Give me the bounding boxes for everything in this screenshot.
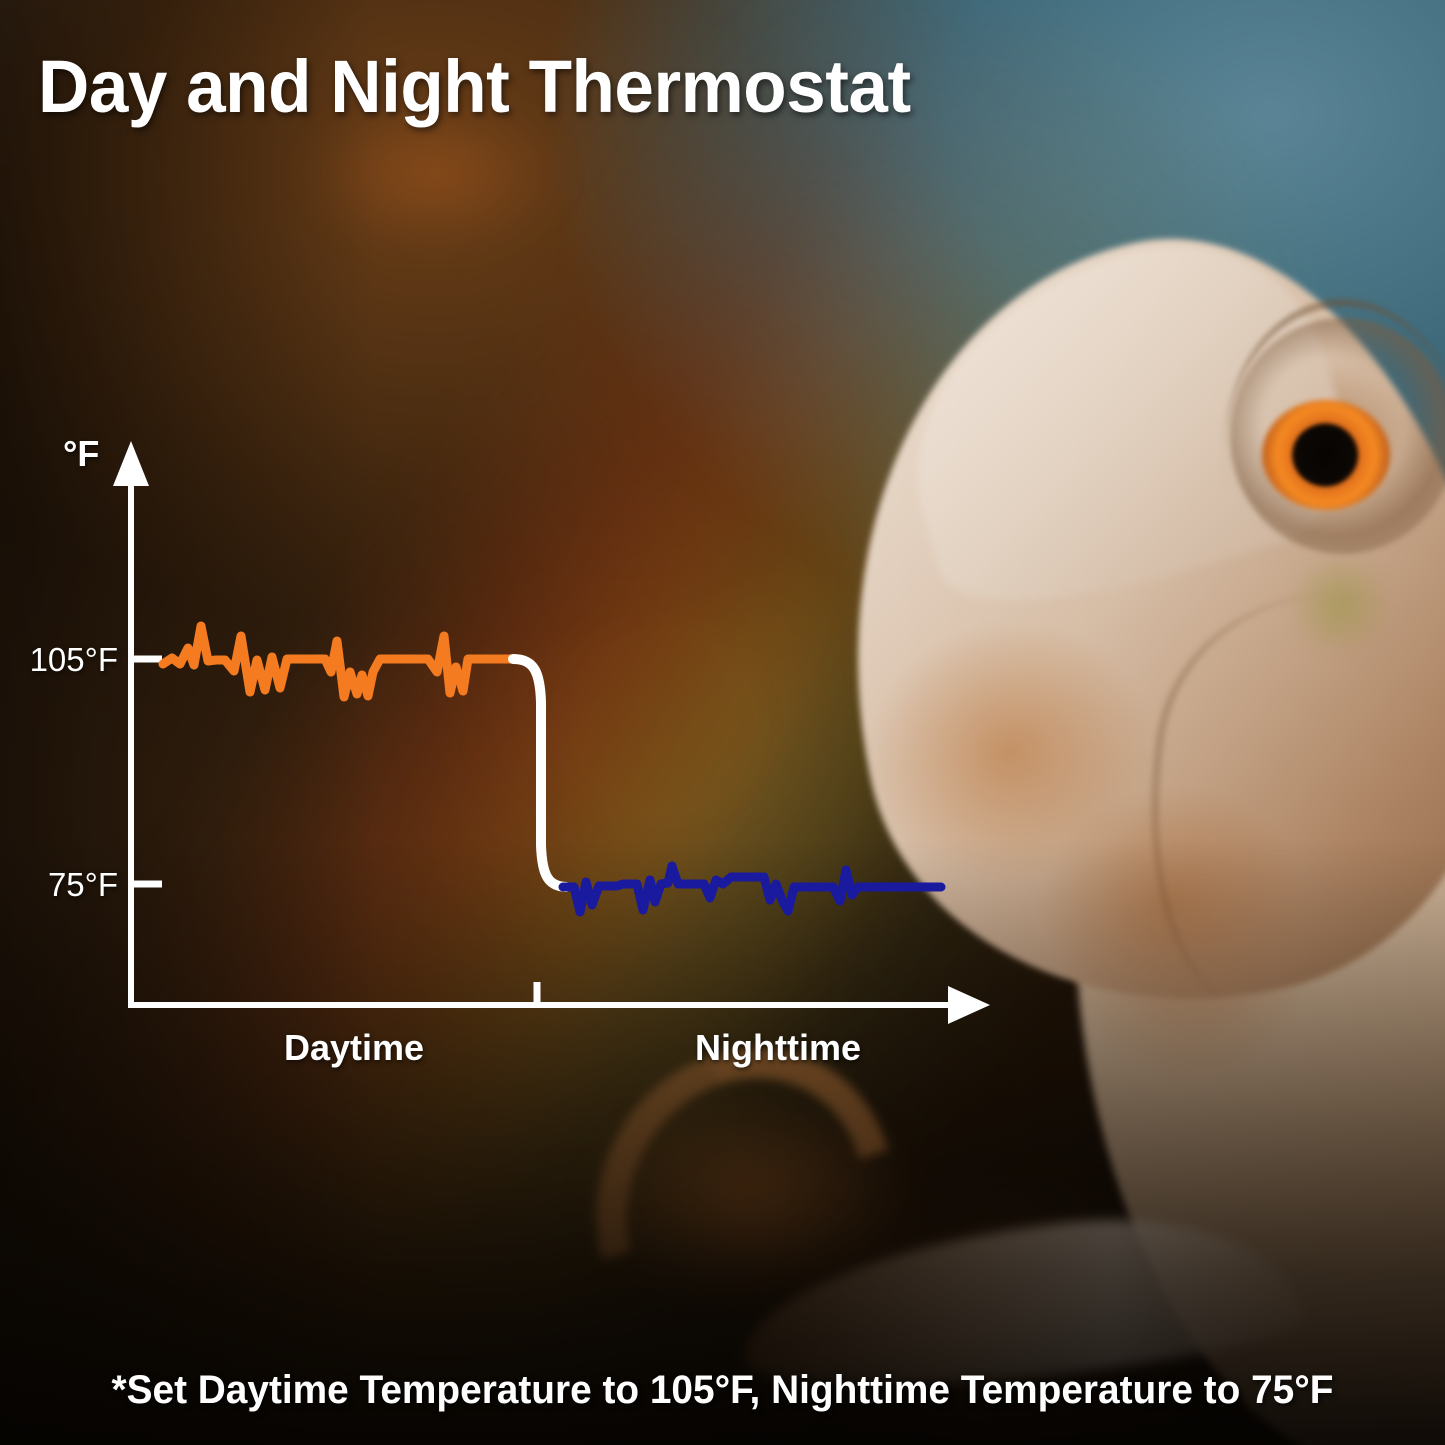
x-tick-label-nighttime: Nighttime	[695, 1027, 861, 1068]
y-tick-label-105: 105°F	[29, 641, 118, 678]
series-transition-curve	[508, 654, 571, 892]
page-title: Day and Night Thermostat	[38, 45, 911, 128]
y-axis-unit-label: °F	[63, 433, 100, 474]
x-axis-arrow-icon	[948, 986, 990, 1024]
series-daytime-line	[158, 621, 521, 702]
x-tick-label-daytime: Daytime	[283, 1027, 425, 1068]
series-nighttime-line	[558, 861, 946, 917]
y-tick-label-75: 75°F	[47, 866, 118, 903]
y-axis-arrow-icon	[113, 441, 149, 486]
footnote-caption: *Set Daytime Temperature to 105°F, Night…	[111, 1368, 1334, 1412]
